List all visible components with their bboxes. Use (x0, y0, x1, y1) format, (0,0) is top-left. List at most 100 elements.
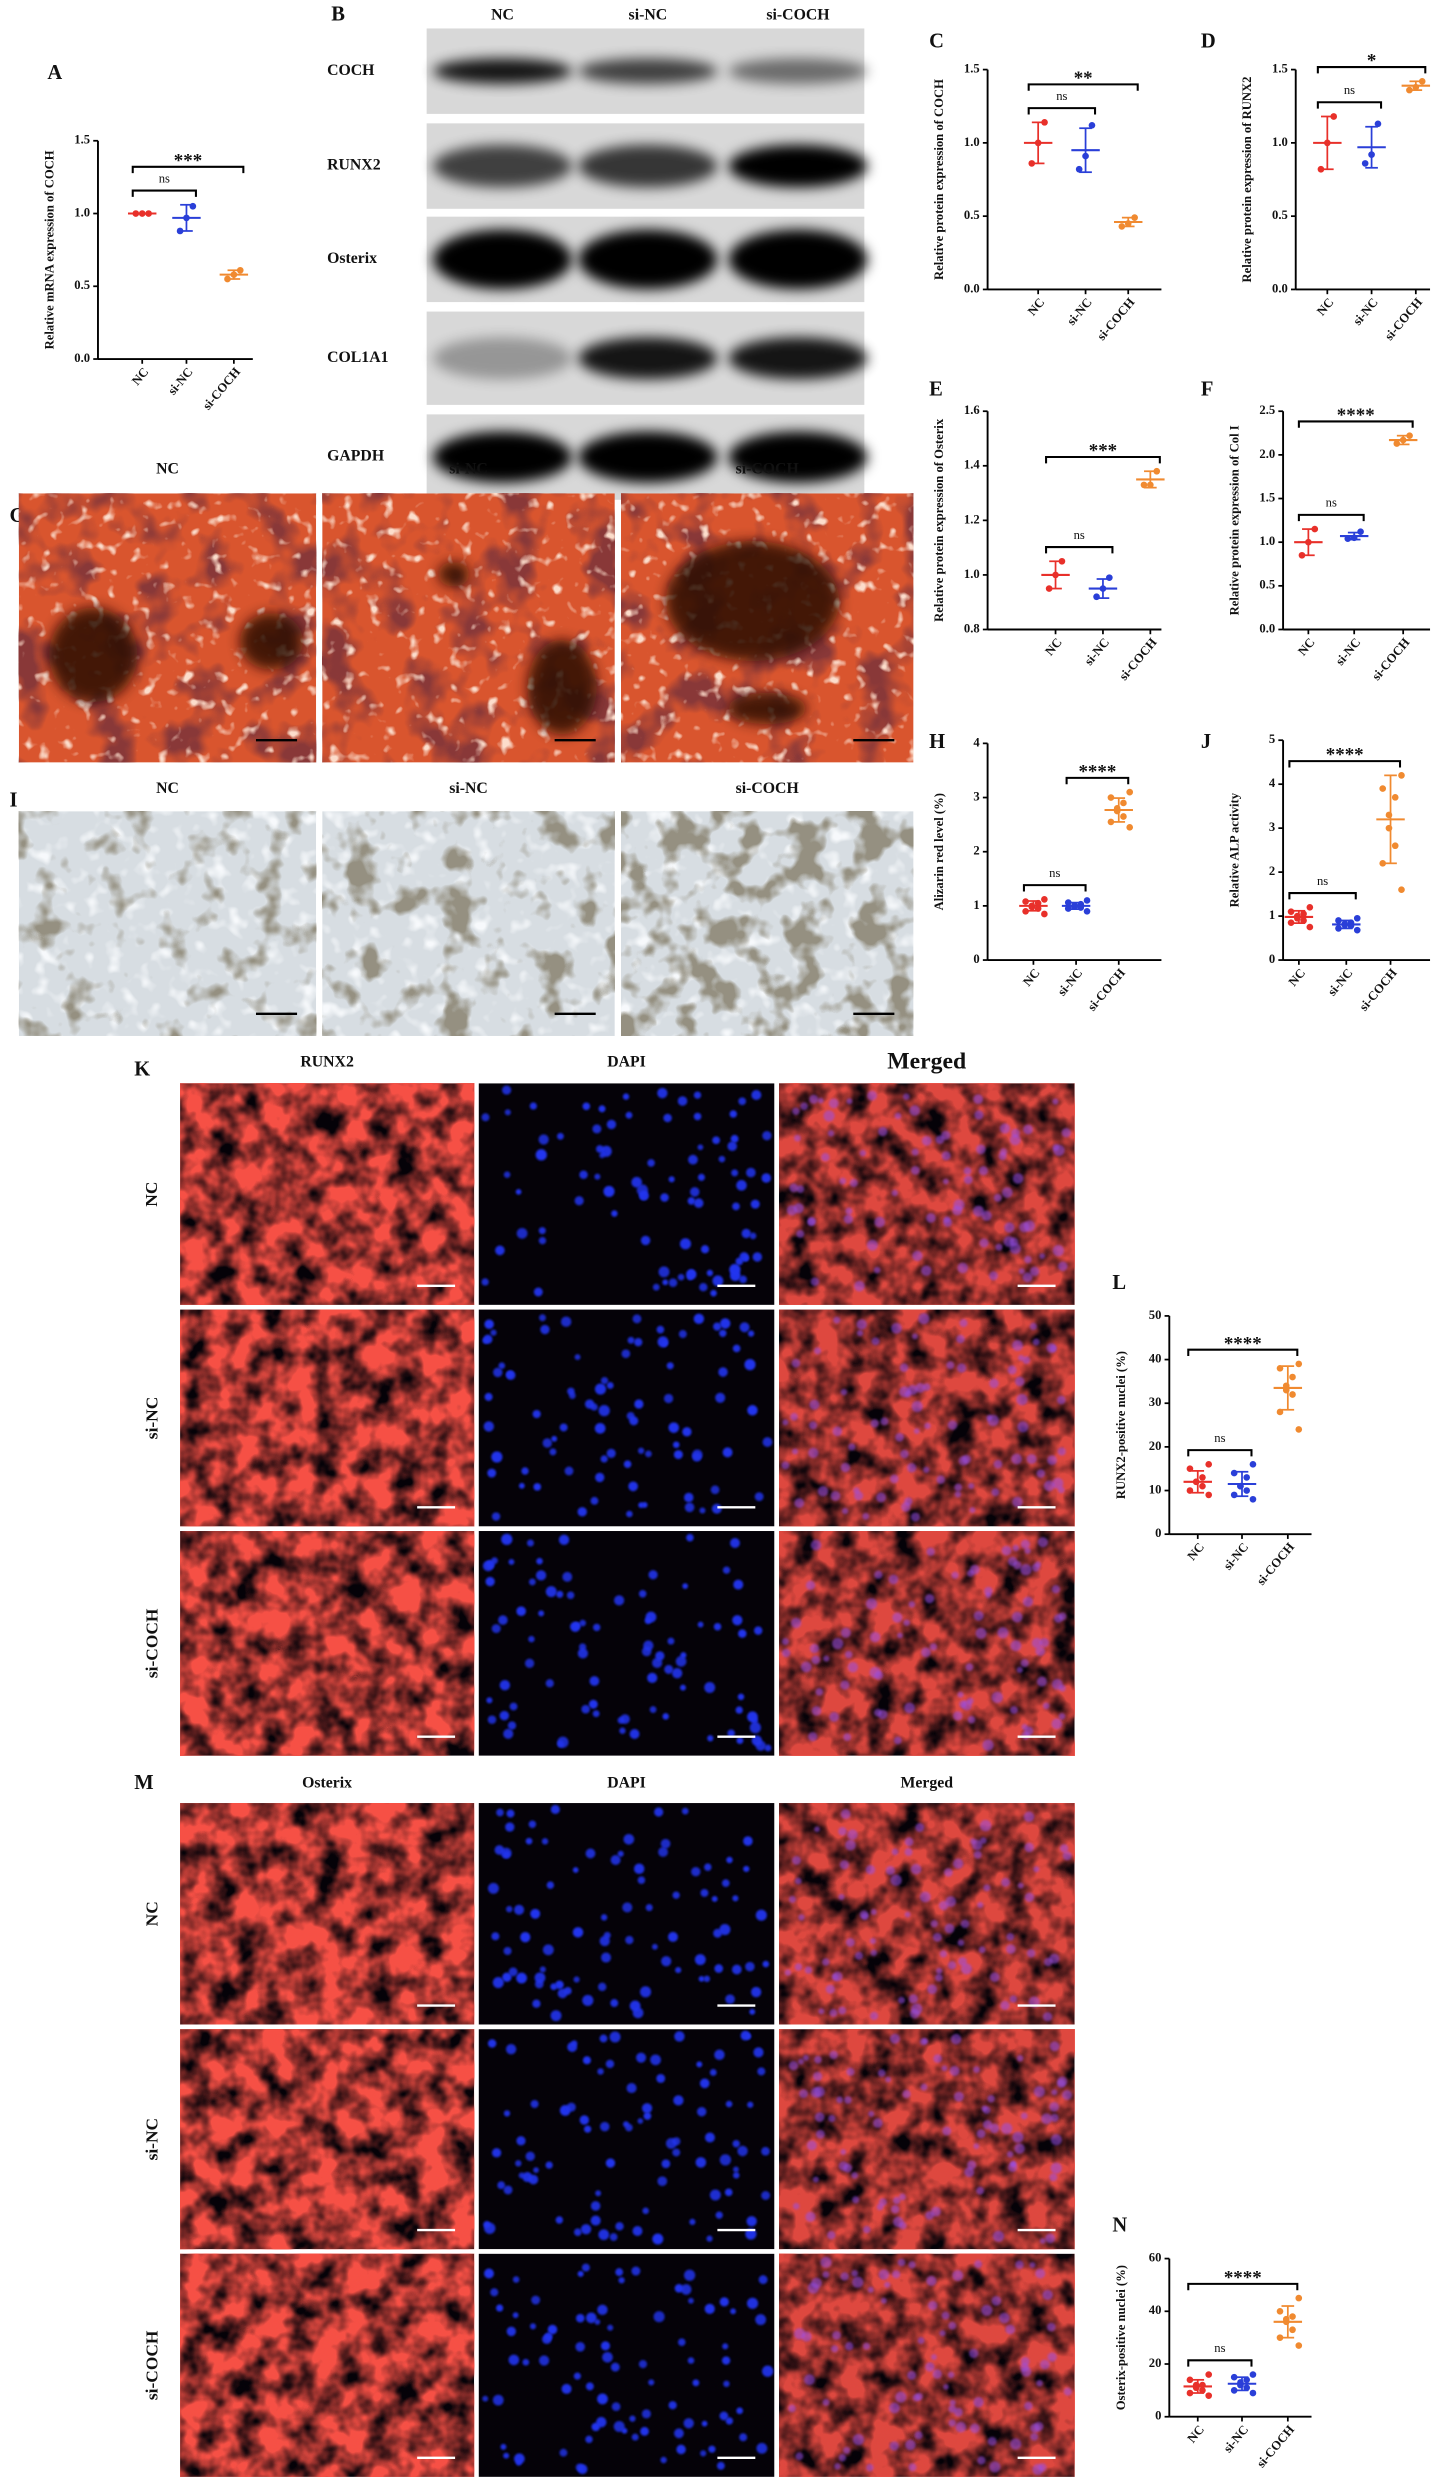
nucleus (732, 2140, 740, 2148)
nucleus (1062, 2090, 1072, 2101)
y-tick-label: 2 (1269, 864, 1275, 878)
nucleus (698, 1975, 705, 1982)
nucleus (577, 2270, 584, 2277)
nucleus (781, 1648, 791, 1658)
nucleus (1016, 2055, 1024, 2062)
nucleus (597, 2304, 608, 2316)
nucleus (731, 1964, 742, 1975)
nucleus (743, 1836, 753, 1846)
nucleus (832, 2330, 841, 2340)
nucleus (963, 1175, 973, 1185)
nucleus (714, 1964, 724, 1973)
nucleus (737, 1693, 745, 1701)
nucleus (792, 1107, 800, 1116)
nucleus (891, 1322, 902, 1334)
nucleus (1026, 1454, 1037, 1465)
nucleus (954, 1483, 963, 1492)
nucleus (1001, 1187, 1013, 1198)
nucleus (1057, 1395, 1066, 1405)
nucleus (939, 2330, 946, 2337)
nucleus (677, 2338, 686, 2346)
fluorescence-image (478, 1309, 775, 1527)
nucleus (567, 2041, 578, 2052)
nucleus (747, 1330, 755, 1337)
nucleus (501, 1533, 513, 1546)
nucleus (953, 2407, 963, 2417)
nucleus (953, 1711, 963, 1721)
nucleus (843, 2163, 853, 2173)
nucleus (909, 1105, 920, 1116)
nucleus (1012, 2131, 1024, 2143)
nucleus (668, 2401, 677, 2410)
nucleus (594, 1173, 601, 1180)
nucleus (1009, 1134, 1021, 1146)
nucleus (762, 1131, 772, 1141)
data-point (1022, 898, 1029, 905)
error-bar (227, 269, 241, 280)
nucleus (600, 1914, 608, 1921)
nucleus (840, 1388, 848, 1396)
nucleus (625, 1111, 633, 1119)
panel-letter: L (1112, 1272, 1126, 1294)
nucleus (577, 1507, 587, 1517)
red-channel (180, 1803, 475, 2025)
data-point (1357, 528, 1364, 536)
error-bar (1292, 909, 1306, 924)
error-bar (1365, 125, 1378, 169)
nucleus (942, 2126, 952, 2136)
nucleus (696, 2061, 703, 2068)
nucleus (503, 2452, 510, 2459)
nucleus (926, 1213, 936, 1223)
nucleus (982, 1739, 994, 1751)
nucleus (591, 2422, 601, 2432)
data-point (1406, 86, 1413, 94)
nucleus (808, 1732, 818, 1742)
nucleus (696, 2106, 707, 2117)
nucleus (869, 1631, 881, 1643)
significance-label: ns (1056, 89, 1067, 103)
blot-row-label: RUNX2 (327, 157, 381, 174)
nucleus (851, 2269, 859, 2277)
nucleus (810, 2087, 822, 2098)
nucleus (1001, 1877, 1010, 1887)
nucleus (730, 2308, 736, 2315)
y-tick-label: 60 (1149, 2250, 1162, 2264)
nucleus (606, 1119, 617, 1130)
nucleus (710, 1289, 717, 1297)
nucleus (924, 1594, 935, 1604)
nucleus (829, 1712, 840, 1722)
nucleus (502, 1850, 510, 1859)
nucleus (1009, 1242, 1021, 1255)
nucleus (1035, 2268, 1046, 2279)
nucleus (957, 1262, 969, 1274)
x-tick-label: si-COCH (1382, 295, 1425, 343)
nucleus (545, 2161, 553, 2169)
nucleus (577, 1648, 589, 1659)
nucleus (668, 1176, 675, 1183)
blot-band (728, 144, 868, 188)
nucleus (667, 1637, 675, 1645)
nucleus (852, 2196, 860, 2204)
nucleus (818, 2008, 825, 2015)
nucleus (747, 1711, 758, 1723)
y-tick-label: 1.0 (1259, 534, 1275, 548)
nucleus (551, 1435, 558, 1442)
data-point (1120, 813, 1127, 820)
nucleus (1016, 1666, 1023, 1673)
nucleus (503, 1171, 511, 1178)
nucleus (611, 1210, 618, 1217)
nucleus (823, 1655, 830, 1662)
nucleus (822, 2271, 830, 2279)
nucleus (751, 1735, 763, 1746)
nucleus (958, 1957, 967, 1966)
data-point (1287, 919, 1295, 926)
nucleus (898, 2221, 907, 2230)
nucleus (654, 1807, 664, 1817)
nucleus (743, 1865, 750, 1873)
y-axis-label: Relative protein expression of Osterix (932, 418, 946, 622)
nucleus (672, 2137, 681, 2146)
nucleus (675, 1656, 687, 1667)
nucleus (941, 2311, 950, 2320)
data-point (1041, 119, 1048, 126)
data-point (1045, 585, 1053, 592)
